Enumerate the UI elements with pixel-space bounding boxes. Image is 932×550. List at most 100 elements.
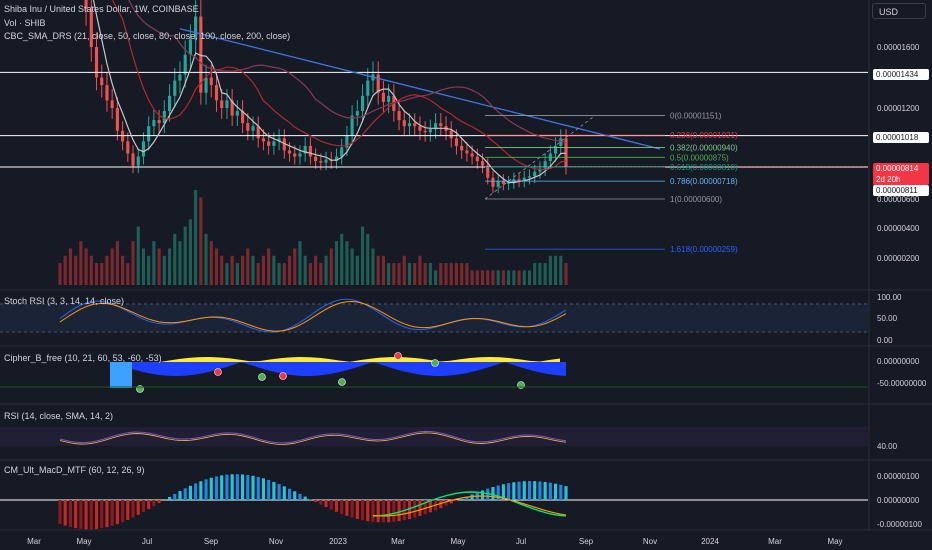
macd-line: [372, 491, 567, 517]
volume-bar: [366, 233, 370, 285]
macd-histogram-bar: [345, 500, 349, 516]
candle-body: [324, 159, 328, 163]
candle-body: [157, 120, 161, 124]
macd-histogram-bar: [84, 500, 88, 530]
macd-histogram-bar: [68, 500, 72, 528]
volume-bar: [387, 263, 391, 285]
sma-50-line: [111, 0, 567, 171]
candle-body: [501, 180, 505, 184]
candle-body: [136, 156, 140, 166]
volume-bar: [241, 255, 245, 285]
macd-tick-label: 0.00000100: [877, 472, 920, 481]
currency-selector[interactable]: USD: [872, 3, 926, 19]
macd-histogram-bar: [533, 481, 537, 500]
macd-histogram-bar: [251, 475, 255, 500]
candle-body: [413, 123, 417, 127]
macd-histogram-bar: [136, 500, 140, 515]
time-tick-label: Mar: [391, 537, 405, 546]
candle-body: [345, 135, 349, 148]
macd-tick-label: -0.00000100: [877, 520, 922, 529]
volume-bar: [251, 255, 255, 285]
volume-bar: [308, 263, 312, 285]
volume-bar: [152, 241, 156, 285]
volume-bar: [282, 263, 286, 285]
volume-bar: [319, 263, 323, 285]
macd-histogram-bar: [360, 500, 365, 521]
volume-bar: [533, 263, 537, 285]
macd-histogram-bar: [121, 500, 125, 523]
macd-histogram-bar: [522, 481, 526, 500]
volume-bar: [538, 263, 542, 285]
volume-bar: [194, 190, 198, 285]
volume-bar: [413, 263, 417, 285]
candle-body: [480, 161, 485, 166]
volume-bar: [501, 270, 505, 285]
candle-body: [256, 126, 260, 139]
macd-histogram-bar: [376, 500, 380, 523]
candle-body: [564, 138, 568, 168]
volume-bar: [68, 248, 72, 285]
volume-legend[interactable]: Vol · SHIB: [4, 18, 46, 28]
candle-body: [241, 111, 245, 124]
volume-bar: [256, 263, 260, 285]
cipher-dot: [279, 372, 287, 380]
volume-bar: [110, 248, 114, 285]
candle-body: [251, 126, 255, 131]
volume-bar: [475, 270, 479, 285]
volume-bar: [220, 255, 224, 285]
time-tick-label: Jul: [142, 537, 152, 546]
volume-bar: [324, 255, 328, 285]
volume-bar: [277, 263, 281, 285]
volume-bar: [63, 255, 67, 285]
time-tick-label: Nov: [643, 537, 657, 546]
time-tick-label: 2024: [701, 537, 719, 546]
stoch-tick-label: 50.00: [877, 314, 898, 323]
fib-level-label: 0.618(0.00000810): [670, 163, 738, 172]
candle-body: [454, 138, 459, 146]
macd-histogram-bar: [298, 493, 302, 500]
macd-tick-label: 0.00000000: [877, 496, 920, 505]
candle-body: [188, 39, 192, 55]
candle-body: [282, 138, 286, 151]
volume-bar: [209, 241, 213, 285]
volume-bar: [371, 248, 375, 285]
candle-body: [465, 150, 469, 154]
candle-body: [366, 80, 370, 96]
volume-bar: [543, 263, 547, 285]
symbol-title[interactable]: Shiba Inu / United States Dollar, 1W, CO…: [4, 4, 199, 14]
time-tick-label: Sep: [204, 537, 219, 546]
stoch-rsi-legend[interactable]: Stoch RSI (3, 3, 14, 14, close): [4, 296, 125, 306]
macd-histogram-bar: [267, 480, 271, 500]
rsi-legend[interactable]: RSI (14, close, SMA, 14, 2): [4, 411, 114, 421]
volume-bar: [564, 263, 568, 285]
macd-histogram-bar: [423, 500, 427, 515]
volume-bar: [183, 226, 187, 285]
candle-body: [496, 180, 500, 187]
volume-bar: [465, 263, 469, 285]
candle-body: [517, 179, 521, 181]
volume-bar: [439, 263, 443, 285]
cipher-legend[interactable]: Cipher_B_free (10, 21, 60, 53, -60, -53): [4, 353, 162, 363]
macd-legend[interactable]: CM_Ult_MacD_MTF (60, 12, 26, 9): [4, 465, 145, 475]
sma-legend[interactable]: CBC_SMA_DRS (21, close, 50, close, 80, c…: [4, 31, 291, 41]
macd-histogram-bar: [397, 500, 401, 522]
candle-body: [340, 147, 344, 157]
volume-bar: [272, 255, 276, 285]
candle-body: [543, 161, 547, 169]
candle-body: [199, 16, 203, 93]
volume-bar: [261, 255, 266, 285]
macd-histogram-bar: [225, 474, 229, 500]
candle-body: [214, 85, 219, 101]
volume-bar: [517, 270, 521, 285]
candle-body: [115, 108, 119, 131]
candle-body: [105, 85, 109, 101]
price-tick-label: 0.00000200: [877, 254, 920, 263]
candle-body: [230, 100, 234, 116]
candle-body: [387, 95, 391, 102]
volume-bar: [449, 263, 453, 285]
volume-bar: [381, 255, 385, 285]
volume-bar: [527, 270, 532, 285]
candle-body: [261, 138, 266, 142]
